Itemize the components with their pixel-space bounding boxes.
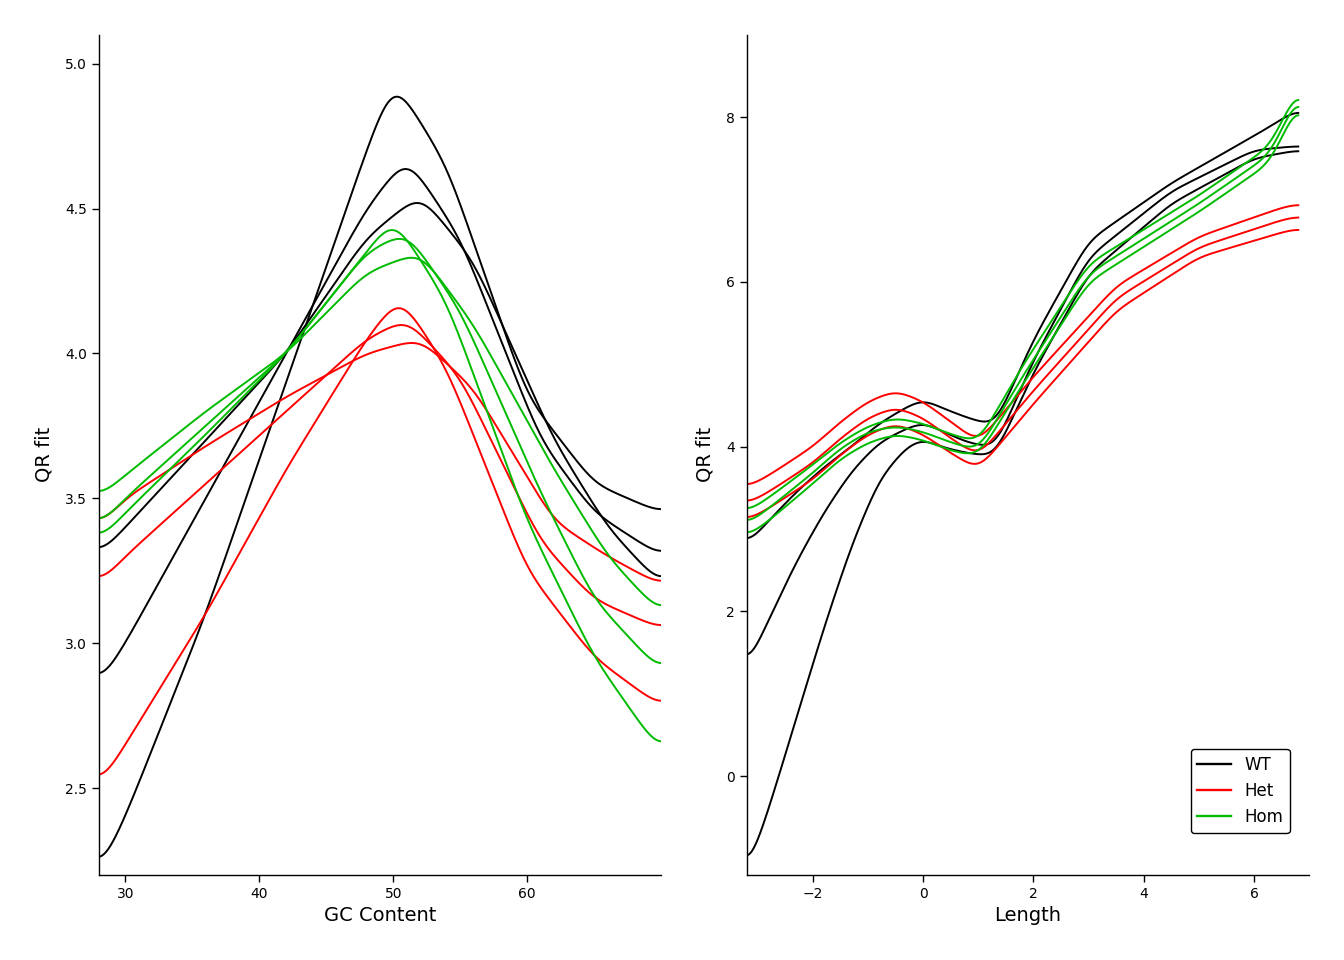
X-axis label: Length: Length	[995, 906, 1062, 925]
Y-axis label: QR fit: QR fit	[35, 427, 54, 483]
Y-axis label: QR fit: QR fit	[696, 427, 715, 483]
X-axis label: GC Content: GC Content	[324, 906, 435, 925]
Legend: WT, Het, Hom: WT, Het, Hom	[1191, 749, 1290, 833]
